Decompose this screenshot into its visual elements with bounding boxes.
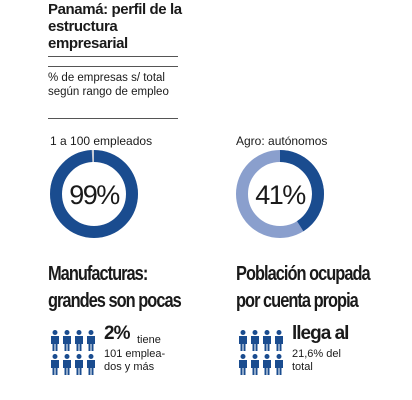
left-heading-line2: grandes son pocas [48, 290, 182, 312]
person-icon [239, 330, 247, 351]
right-heading-line2: por cuenta propia [236, 290, 359, 312]
person-icon [87, 354, 95, 375]
right-heading-line1: Población ocupada [236, 263, 371, 285]
people-icons-right [239, 330, 283, 375]
right-stat-text-1: 21,6% del [292, 348, 341, 360]
title-divider [48, 56, 178, 57]
donut-label-left: 1 a 100 empleados [50, 134, 153, 148]
subtitle-top-divider [48, 66, 178, 67]
left-stat-value: 2% [104, 323, 130, 344]
right-stat-value: llega al [292, 323, 349, 344]
page-title: Panamá: perfil de la estructura empresar… [48, 1, 182, 52]
donut-arc-left [50, 150, 138, 238]
right-stat-text-2: total [292, 361, 313, 373]
person-icon [263, 354, 271, 375]
subtitle-bottom-divider [48, 118, 178, 119]
person-icon [63, 330, 71, 351]
person-icon [263, 330, 271, 351]
person-icon [75, 354, 83, 375]
donut-value-left: 99% [69, 180, 120, 210]
donut-label-right: Agro: autónomos [236, 134, 328, 148]
left-stat-text-2: 101 emplea- [104, 348, 166, 360]
left-stat-text-3: dos y más [104, 361, 155, 373]
left-heading-line1: Manufacturas: [48, 263, 148, 285]
people-icons-left [51, 330, 95, 375]
person-icon [239, 354, 247, 375]
person-icon [63, 354, 71, 375]
person-icon [275, 330, 283, 351]
person-icon [251, 330, 259, 351]
person-icon [87, 330, 95, 351]
left-stat-text-1: tiene [137, 334, 161, 346]
donut-chart-right: 41% [236, 150, 324, 238]
donut-value-right: 41% [255, 180, 306, 210]
donut-arc-right [236, 150, 324, 238]
page-subtitle: % de empresas s/ total según rango de em… [48, 72, 169, 98]
donut-chart-left: 99% [50, 150, 138, 238]
person-icon [75, 330, 83, 351]
person-icon [251, 354, 259, 375]
person-icon [275, 354, 283, 375]
person-icon [51, 354, 59, 375]
person-icon [51, 330, 59, 351]
